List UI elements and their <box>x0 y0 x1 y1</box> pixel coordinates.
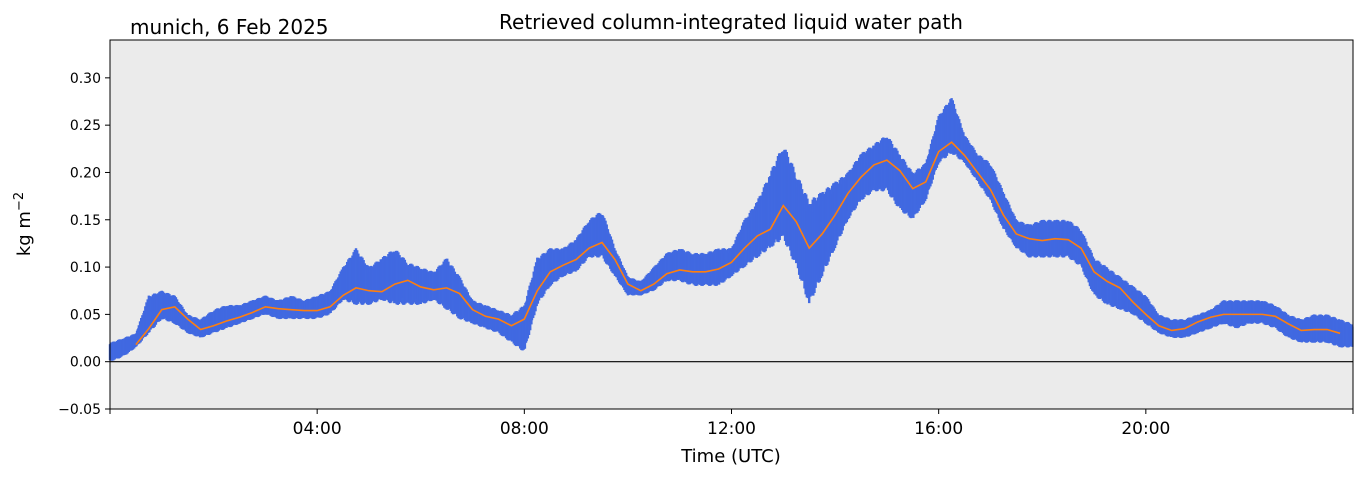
plot-background <box>110 40 1353 409</box>
y-axis-label-main: kg m <box>14 211 35 256</box>
chart-subtitle: munich, 6 Feb 2025 <box>130 15 329 39</box>
x-tick-label: 12:00 <box>707 419 756 439</box>
y-tick-label: 0.10 <box>70 260 101 276</box>
y-tick-label: 0.15 <box>70 213 101 229</box>
y-axis-ticks: −0.05 0.00 0.05 0.10 0.15 0.20 0.25 0.30 <box>58 71 110 418</box>
smoothed-series <box>135 141 1341 346</box>
x-tick-label: 16:00 <box>914 419 963 439</box>
x-tick-label: 20:00 <box>1121 419 1170 439</box>
x-axis-label: Time (UTC) <box>680 446 781 467</box>
y-axis-label-exponent: −2 <box>12 192 27 211</box>
y-tick-label: 0.30 <box>70 71 101 87</box>
smoothed-line <box>135 141 1341 346</box>
y-tick-label: 0.20 <box>70 165 101 181</box>
y-tick-label: −0.05 <box>58 402 101 418</box>
x-tick-label: 04:00 <box>293 419 342 439</box>
x-tick-label: 08:00 <box>500 419 549 439</box>
y-tick-label: 0.00 <box>70 355 101 371</box>
y-tick-label: 0.05 <box>70 307 101 323</box>
x-axis-ticks: 04:00 08:00 12:00 16:00 20:00 <box>109 409 1354 439</box>
chart-title: Retrieved column-integrated liquid water… <box>499 10 963 34</box>
y-axis-label: kg m−2 <box>12 192 35 256</box>
y-tick-label: 0.25 <box>70 118 101 134</box>
